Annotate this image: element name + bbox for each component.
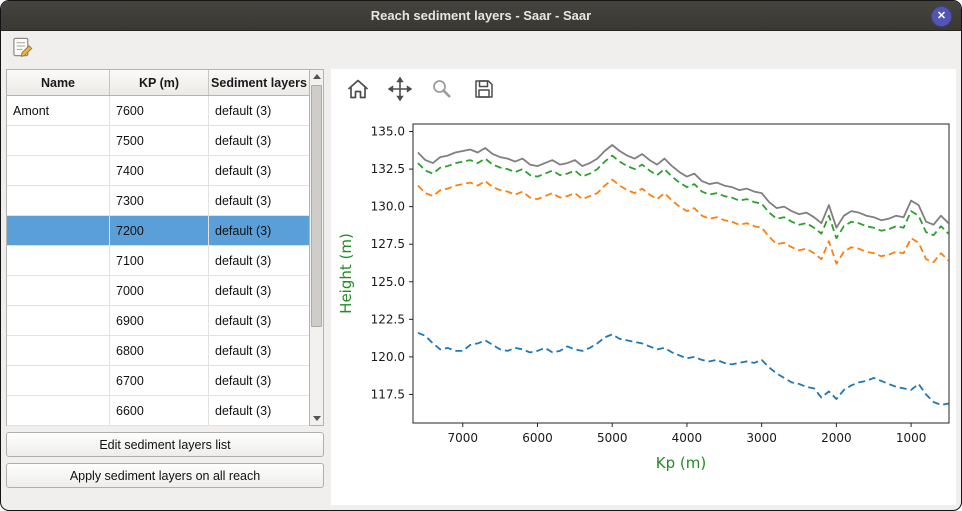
table-scrollbar[interactable]: [310, 69, 324, 426]
column-header-sediment-layers[interactable]: Sediment layers: [211, 75, 307, 90]
edit-sediment-layers-list-button[interactable]: Edit sediment layers list: [6, 432, 324, 457]
series-blue-line: [417, 331, 949, 406]
x-tick-label: 5000: [597, 431, 628, 445]
edit-note-icon: [13, 37, 33, 57]
cell-name: [7, 336, 110, 365]
table-row[interactable]: 7400 default (3): [7, 156, 309, 186]
pan-button[interactable]: [387, 76, 413, 102]
home-button[interactable]: [345, 76, 371, 102]
scroll-up-icon[interactable]: [313, 74, 321, 79]
y-tick-label: 130.0: [371, 200, 405, 214]
cell-layers: default (3): [215, 103, 272, 118]
x-axis-label: Kp (m): [656, 454, 706, 472]
cell-kp: 7100: [110, 246, 209, 275]
y-tick-label: 120.0: [371, 350, 405, 364]
home-icon: [347, 79, 369, 99]
series-green-line: [417, 154, 950, 240]
cell-name: [7, 246, 110, 275]
cell-kp: 7200: [110, 216, 209, 245]
cell-layers: default (3): [215, 283, 272, 298]
window-title: Reach sediment layers - Saar - Saar: [370, 8, 592, 23]
table-row[interactable]: 7300 default (3): [7, 186, 309, 216]
edit-sediment-layers-tool-button[interactable]: [8, 34, 37, 61]
cell-kp: 7400: [110, 156, 209, 185]
table-row[interactable]: 6900 default (3): [7, 306, 309, 336]
cell-layers: default (3): [215, 193, 272, 208]
y-axis-label: Height (m): [337, 233, 355, 314]
table-row[interactable]: 6800 default (3): [7, 336, 309, 366]
cell-layers: default (3): [215, 403, 272, 418]
cell-layers: default (3): [215, 313, 272, 328]
save-floppy-icon: [475, 80, 493, 98]
x-tick-label: 4000: [672, 431, 703, 445]
cell-name: [7, 186, 110, 215]
cell-kp: 6800: [110, 336, 209, 365]
cell-layers: default (3): [215, 253, 272, 268]
cell-name: [7, 276, 110, 305]
y-tick-label: 117.5: [371, 387, 405, 401]
table-wrap: Name KP (m) Sediment layers Amont 7600 def…: [6, 69, 324, 426]
table-row[interactable]: 7100 default (3): [7, 246, 309, 276]
cell-layers: default (3): [215, 133, 272, 148]
cell-kp: 7000: [110, 276, 209, 305]
cell-name: [7, 156, 110, 185]
cell-name: [7, 396, 110, 425]
column-header-kp[interactable]: KP (m): [110, 70, 209, 95]
series-orange-line: [417, 178, 950, 265]
x-tick-label: 1000: [896, 431, 927, 445]
chart-panel: 7000 6000 5000 4000 3000 2000 1000 135.0 132.5 13…: [331, 69, 956, 505]
table-row[interactable]: Amont 7600 default (3): [7, 96, 309, 126]
left-panel: Name KP (m) Sediment layers Amont 7600 def…: [6, 69, 324, 488]
cell-layers: default (3): [215, 343, 272, 358]
zoom-magnifier-icon: [433, 80, 451, 98]
table-row[interactable]: 7500 default (3): [7, 126, 309, 156]
table-row[interactable]: 7000 default (3): [7, 276, 309, 306]
cell-kp: 6900: [110, 306, 209, 335]
chart-canvas[interactable]: 7000 6000 5000 4000 3000 2000 1000 135.0 132.5 13…: [331, 109, 956, 505]
cell-name: [7, 126, 110, 155]
table-body: Amont 7600 default (3) 7500 default (3) 7400 d…: [7, 96, 309, 426]
save-button[interactable]: [471, 76, 497, 102]
apply-sediment-layers-on-all-reach-button[interactable]: Apply sediment layers on all reach: [6, 463, 324, 488]
cell-name: [7, 366, 110, 395]
scroll-down-icon[interactable]: [313, 416, 321, 421]
table-row[interactable]: 7200 default (3): [7, 216, 309, 246]
cell-name: [7, 216, 110, 245]
table-row[interactable]: 6600 default (3): [7, 396, 309, 426]
scroll-handle[interactable]: [311, 85, 322, 327]
titlebar[interactable]: Reach sediment layers - Saar - Saar ✕: [1, 1, 961, 31]
x-tick-label: 3000: [746, 431, 777, 445]
x-tick-label: 2000: [821, 431, 852, 445]
cell-kp: 7600: [110, 96, 209, 125]
cell-layers: default (3): [215, 163, 272, 178]
plot-frame: [412, 123, 950, 424]
chart-toolbar: [331, 69, 956, 109]
sediment-table: Name KP (m) Sediment layers Amont 7600 def…: [6, 69, 310, 426]
cell-layers: default (3): [215, 373, 272, 388]
cell-layers: default (3): [215, 223, 272, 238]
x-tick-label: 7000: [447, 431, 478, 445]
cell-name: [7, 306, 110, 335]
main-toolbar: [1, 31, 961, 64]
table-row[interactable]: 6700 default (3): [7, 366, 309, 396]
x-tick-label: 6000: [522, 431, 553, 445]
y-tick-label: 125.0: [371, 275, 405, 289]
y-tick-label: 127.5: [371, 237, 405, 251]
cell-kp: 7500: [110, 126, 209, 155]
y-tick-label: 132.5: [371, 162, 405, 176]
close-button[interactable]: ✕: [931, 6, 952, 27]
table-header: Name KP (m) Sediment layers: [7, 70, 309, 96]
y-tick-label: 122.5: [371, 312, 405, 326]
y-tick-label: 135.0: [371, 125, 405, 139]
close-icon: ✕: [936, 10, 947, 22]
zoom-button[interactable]: [429, 76, 455, 102]
cell-kp: 7300: [110, 186, 209, 215]
pan-arrows-icon: [388, 77, 412, 101]
column-header-name[interactable]: Name: [7, 70, 110, 95]
cell-name: Amont: [7, 96, 110, 125]
cell-kp: 6600: [110, 396, 209, 425]
series-gray-line: [417, 144, 950, 229]
cell-kp: 6700: [110, 366, 209, 395]
